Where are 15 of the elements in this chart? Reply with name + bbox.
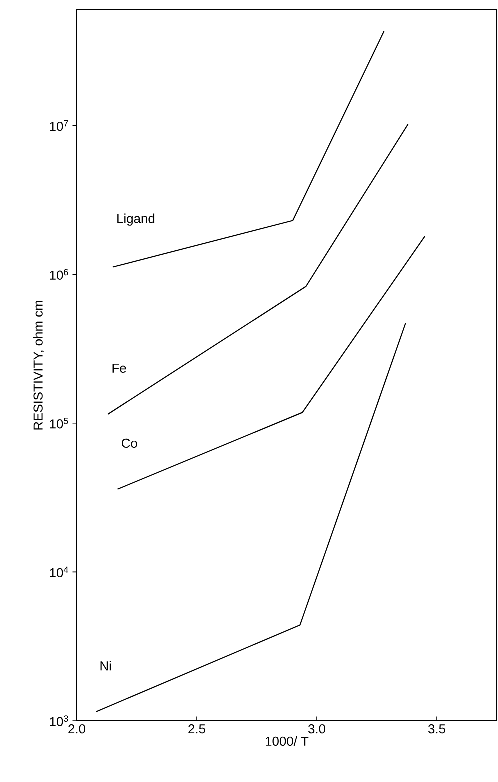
x-tick-label: 2.5: [188, 724, 206, 734]
y-axis-title: RESISTIVITY, ohm cm: [33, 300, 44, 430]
x-tick-label: 3.5: [428, 724, 446, 734]
text: Co: [122, 438, 138, 448]
x-axis-title: 1000/ T: [266, 736, 309, 746]
y-tick-label: 10$^{7}$: [50, 120, 68, 132]
text: Ni: [100, 661, 112, 671]
x-tick-label: 2.0: [68, 724, 86, 734]
y-tick-label: 10$^{4}$: [50, 566, 68, 578]
y-tick-label: 10$^{6}$: [50, 269, 68, 280]
x-tick-label: 3.0: [308, 724, 326, 734]
text: Ligand: [118, 214, 155, 226]
y-tick-label: 10$^{3}$: [50, 716, 68, 726]
series-label: Fe: [112, 364, 126, 373]
y-tick-label: 10$^{5}$: [50, 418, 68, 429]
